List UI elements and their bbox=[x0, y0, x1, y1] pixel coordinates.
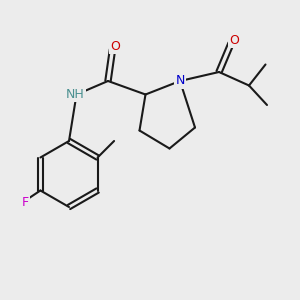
Text: O: O bbox=[111, 40, 120, 53]
Text: N: N bbox=[175, 74, 185, 88]
Text: F: F bbox=[22, 196, 29, 209]
Text: NH: NH bbox=[66, 88, 84, 101]
Text: O: O bbox=[229, 34, 239, 47]
